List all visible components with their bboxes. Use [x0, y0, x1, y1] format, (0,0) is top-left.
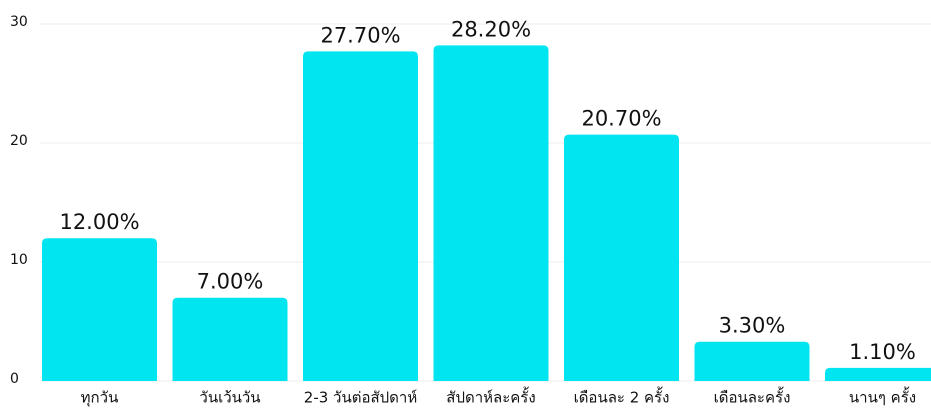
bar	[303, 51, 418, 382]
value-label: 20.70%	[581, 107, 661, 131]
value-label: 28.20%	[451, 17, 531, 41]
bar	[42, 238, 157, 381]
x-tick-label: เดือนละ 2 ครั้ง	[574, 387, 670, 407]
x-tick-label: สัปดาห์ละครั้ง	[446, 387, 535, 407]
y-tick-label: 30	[10, 14, 28, 30]
value-label: 12.00%	[59, 210, 139, 234]
x-tick-label: 2-3 วันต่อสัปดาห์	[304, 389, 417, 407]
bar	[172, 297, 288, 381]
y-tick-label: 10	[10, 252, 28, 268]
x-tick-label: นานๆ ครั้ง	[849, 387, 916, 407]
value-label: 7.00%	[197, 270, 264, 294]
bar	[564, 134, 679, 381]
value-label: 1.10%	[849, 340, 916, 364]
bar	[825, 367, 931, 381]
value-label: 27.70%	[320, 23, 400, 47]
x-tick-label: วันเว้นวัน	[199, 389, 260, 407]
bar	[694, 341, 810, 381]
value-label: 3.30%	[719, 314, 786, 338]
y-tick-label: 20	[10, 133, 28, 149]
x-tick-label: ทุกวัน	[81, 389, 119, 408]
x-tick-label: เดือนละครั้ง	[714, 387, 791, 407]
y-tick-label: 0	[10, 371, 19, 387]
bar	[433, 45, 549, 382]
